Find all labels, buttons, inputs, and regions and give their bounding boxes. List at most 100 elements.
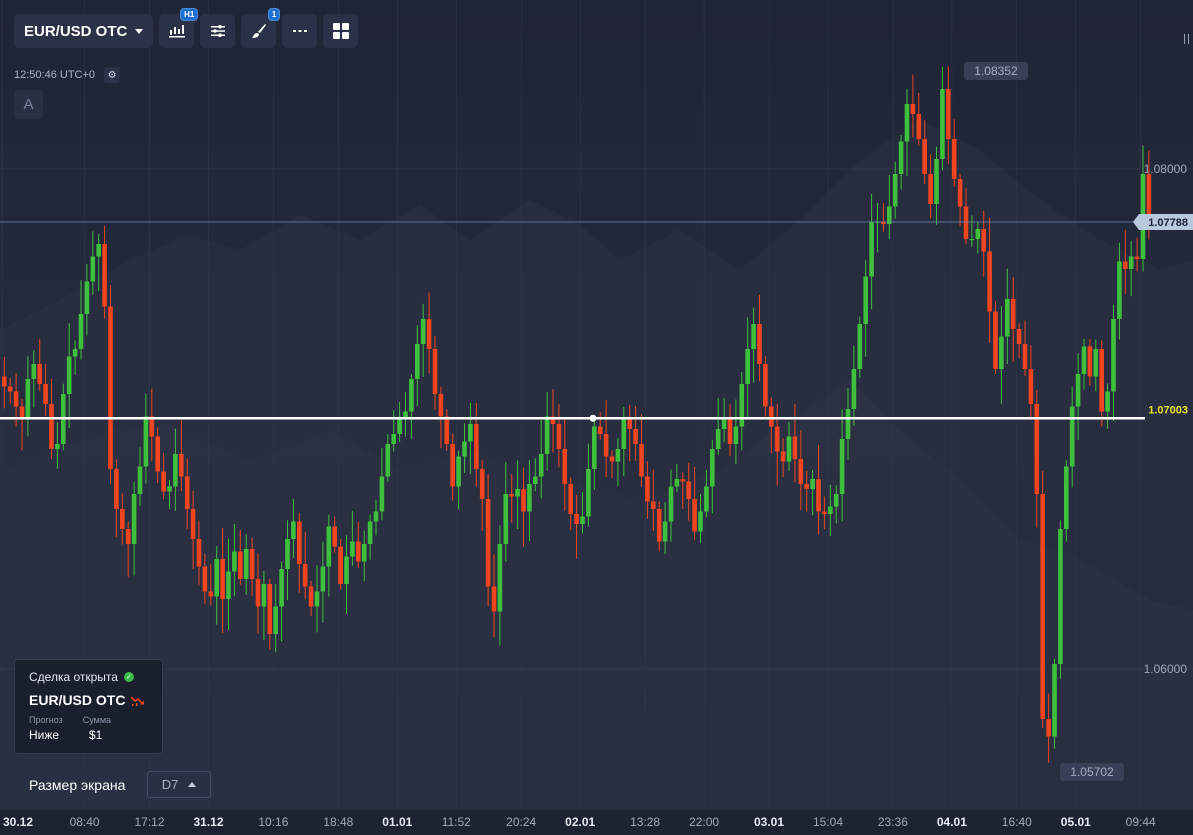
candle-up [78, 280, 84, 360]
candle-up [1093, 339, 1099, 392]
candle-up [892, 161, 898, 219]
drawing-tools-button[interactable]: 1 [241, 8, 281, 48]
candle-up [715, 398, 721, 455]
high-price-label-bg [964, 62, 1028, 80]
open-trade-card[interactable]: Сделка открыта ✓ EUR/USD OTC Прогноз Сум… [14, 659, 163, 754]
candle-down [627, 404, 632, 462]
x-tick-label: 11:52 [442, 815, 471, 829]
candle-down [444, 409, 450, 452]
candle-up [668, 469, 674, 542]
candle-down [149, 388, 155, 462]
candle-down [125, 521, 131, 577]
check-icon: ✓ [123, 672, 134, 682]
candle-down [769, 397, 774, 454]
candle-down [43, 364, 48, 417]
candle-up [751, 307, 756, 383]
candle-down [238, 529, 243, 585]
candle-up [592, 415, 597, 490]
candle-down [196, 520, 202, 585]
x-tick-label: 02.01 [565, 815, 595, 829]
candle-up [940, 66, 945, 171]
x-tick-label: 03.01 [754, 815, 784, 829]
candle-up [1117, 242, 1122, 340]
candle-up [969, 215, 975, 247]
candle-up [379, 447, 385, 521]
candle-up [739, 372, 745, 451]
candle-up [1128, 240, 1134, 297]
auto-scale-button[interactable]: A [14, 90, 43, 119]
layout-grid-button[interactable] [323, 14, 359, 48]
resize-handle[interactable] [1184, 34, 1189, 44]
candle-down [639, 414, 644, 487]
candle-down [19, 399, 25, 451]
candle-up [810, 470, 815, 516]
chart-type-button[interactable]: H1 [159, 8, 199, 48]
grid-icon [332, 23, 349, 39]
candle-down [1046, 693, 1051, 763]
candle-down [120, 493, 125, 545]
clock-text: 12:50:46 UTC+0 [14, 69, 96, 81]
candle-up [167, 480, 172, 509]
candle-down [727, 403, 733, 456]
candle-up [326, 514, 332, 597]
candle-down [633, 406, 638, 461]
screen-size-control: Размер экрана D7 [14, 768, 214, 801]
candles-icon [168, 25, 185, 38]
settings-sliders-icon [210, 25, 225, 37]
forecast-value: Ниже [29, 728, 60, 742]
candle-down [1040, 471, 1045, 729]
trade-entry-point [589, 414, 597, 422]
candle-up [538, 419, 544, 499]
current-price-tag [1133, 214, 1193, 230]
x-tick-label: 22:00 [689, 815, 719, 829]
candle-down [574, 494, 579, 559]
candle-up [887, 174, 892, 240]
candle-up [373, 499, 379, 536]
gear-icon[interactable]: ⚙ [104, 67, 121, 83]
candle-down [426, 292, 432, 374]
x-tick-label: 15:04 [813, 815, 843, 829]
candle-up [698, 494, 703, 544]
candle-down [208, 564, 214, 606]
x-tick-label: 17:12 [134, 815, 164, 829]
candle-up [828, 484, 833, 537]
candle-up [25, 356, 31, 437]
candle-down [114, 459, 119, 538]
candle-up [1075, 353, 1081, 440]
candle-down [521, 467, 526, 547]
more-options-button[interactable] [282, 14, 318, 48]
x-tick-label: 01.01 [382, 815, 412, 829]
candle-down [603, 400, 609, 477]
candle-up [226, 538, 231, 630]
candle-down [432, 335, 438, 410]
asset-label: EUR/USD OTC [24, 22, 128, 40]
candle-up [533, 458, 538, 492]
candle-up [1052, 658, 1057, 749]
candle-down [249, 537, 255, 596]
x-tick-label: 16:40 [1002, 815, 1032, 829]
candle-up [704, 469, 709, 518]
candle-down [822, 496, 827, 530]
screen-size-select[interactable]: D7 [147, 771, 211, 798]
candle-down [1087, 339, 1093, 386]
candle-down [645, 461, 650, 520]
candle-up [285, 520, 290, 601]
more-dots-icon [292, 30, 307, 32]
candle-up [1058, 520, 1063, 679]
candle-down [450, 433, 455, 501]
timeframe-badge: H1 [180, 8, 199, 21]
candle-up [515, 460, 520, 529]
indicators-button[interactable] [200, 14, 236, 48]
candle-down [108, 285, 113, 484]
x-tick-label: 08:40 [70, 815, 100, 829]
candle-up [84, 263, 90, 336]
candle-up [261, 570, 267, 641]
candle-down [963, 187, 969, 245]
asset-selector-button[interactable]: EUR/USD OTC [14, 14, 154, 48]
candle-up [66, 323, 72, 429]
candle-up [143, 393, 149, 484]
candle-up [904, 88, 910, 176]
candle-down [267, 578, 273, 650]
